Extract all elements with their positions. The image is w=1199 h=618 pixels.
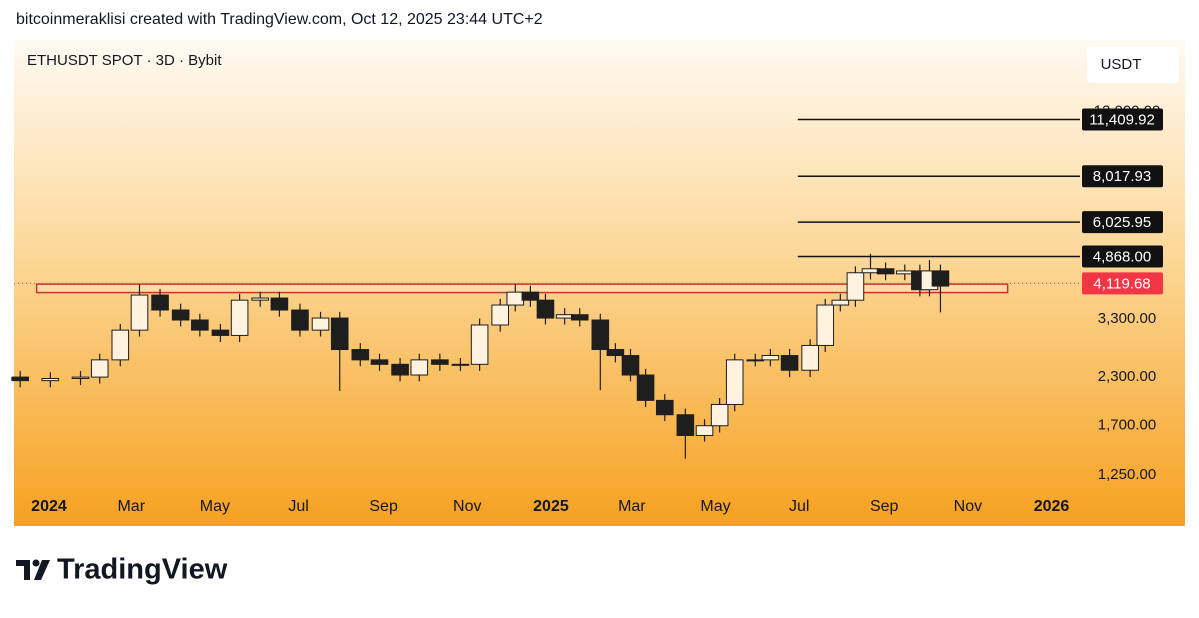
- candle-body: [431, 359, 449, 365]
- candle-body: [491, 304, 509, 326]
- y-tick-label: 3,300.00: [1098, 310, 1156, 327]
- level-label-bg: [1082, 245, 1163, 268]
- candle-body: [351, 349, 370, 361]
- y-tick-label: 2,300.00: [1098, 368, 1156, 385]
- candle-body: [931, 270, 950, 287]
- candle-body: [71, 376, 90, 380]
- candle-body: [801, 344, 819, 371]
- x-tick-label: Jul: [288, 498, 308, 515]
- last-price-label: 4,119.68: [1093, 275, 1150, 292]
- logo: [16, 559, 50, 580]
- level-label: 4,868.00: [1093, 248, 1151, 265]
- candle-body: [171, 309, 190, 321]
- level-label: 8,017.93: [1093, 168, 1151, 185]
- plot: 12,000.003,300.002,300.001,700.001,250.0…: [11, 102, 1163, 515]
- symbol-title: ETHUSDT SPOT · 3D · Bybit: [27, 52, 222, 69]
- x-tick-label: 2026: [1034, 498, 1070, 515]
- candle-body: [846, 272, 865, 301]
- currency-box[interactable]: [1087, 47, 1179, 83]
- candle-body: [621, 355, 640, 376]
- candle-body: [410, 359, 429, 376]
- candle-body: [251, 297, 269, 301]
- brand: TradingView: [57, 554, 228, 586]
- candle-body: [151, 294, 169, 311]
- x-tick-label: May: [200, 498, 230, 515]
- candle-body: [41, 378, 60, 382]
- x-tick-label: May: [700, 498, 730, 515]
- x-tick-label: Nov: [453, 498, 481, 515]
- candle-body: [11, 376, 29, 382]
- x-tick-label: Mar: [117, 498, 145, 515]
- candle-body: [311, 317, 330, 331]
- candle-body: [111, 329, 130, 361]
- candle-body: [270, 297, 289, 311]
- candle-body: [655, 399, 674, 416]
- currency[interactable]: USDT: [1101, 56, 1142, 73]
- x-tick-label: Mar: [618, 498, 646, 515]
- x-tick-label: 2025: [533, 498, 569, 515]
- candle-body: [130, 294, 149, 331]
- candle-body: [636, 374, 655, 401]
- candle-body: [451, 363, 470, 366]
- candle-body: [746, 359, 765, 362]
- candle-body: [876, 268, 895, 275]
- candle-body: [506, 291, 525, 306]
- candle-body: [90, 359, 109, 378]
- x-tick-label: Sep: [369, 498, 398, 515]
- level-label-bg: [1082, 211, 1163, 234]
- candle-body: [536, 299, 555, 319]
- candle-body: [725, 359, 744, 405]
- y-tick-label: 1,700.00: [1098, 417, 1156, 434]
- x-tick-label: 2024: [31, 498, 67, 515]
- candle-body: [780, 355, 799, 371]
- candle-body: [230, 299, 249, 336]
- level-label: 11,409.92: [1089, 111, 1155, 128]
- candle-body: [695, 425, 714, 436]
- candle-body: [606, 349, 625, 357]
- candle-body: [676, 414, 695, 436]
- candle-body: [191, 319, 209, 331]
- candle-body: [831, 299, 850, 306]
- x-tick-label: Jul: [789, 498, 809, 515]
- candle-body: [555, 314, 574, 319]
- candle-body: [211, 329, 230, 336]
- y-tick-label: 1,250.00: [1098, 466, 1156, 483]
- candle-body: [521, 291, 540, 301]
- candle-body: [895, 270, 914, 275]
- candle-body: [816, 304, 835, 346]
- candle-body: [761, 355, 780, 361]
- candle-body: [570, 314, 589, 321]
- candle-body: [470, 324, 489, 365]
- last-price-bg: [1082, 272, 1163, 295]
- x-tick-label: Sep: [870, 498, 899, 515]
- candle-body: [330, 317, 349, 351]
- candle-body: [710, 403, 729, 427]
- chart-panel: [14, 40, 1185, 526]
- candle-body: [291, 309, 309, 331]
- level-label-bg: [1082, 108, 1163, 131]
- credit: bitcoinmeraklisi created with TradingVie…: [16, 11, 543, 28]
- candle-body: [391, 363, 409, 376]
- candle-body: [370, 359, 389, 365]
- candle-body: [861, 268, 880, 274]
- level-label-bg: [1082, 165, 1163, 188]
- level-label: 6,025.95: [1093, 214, 1151, 231]
- candle-body: [591, 319, 610, 351]
- x-tick-label: Nov: [954, 498, 982, 515]
